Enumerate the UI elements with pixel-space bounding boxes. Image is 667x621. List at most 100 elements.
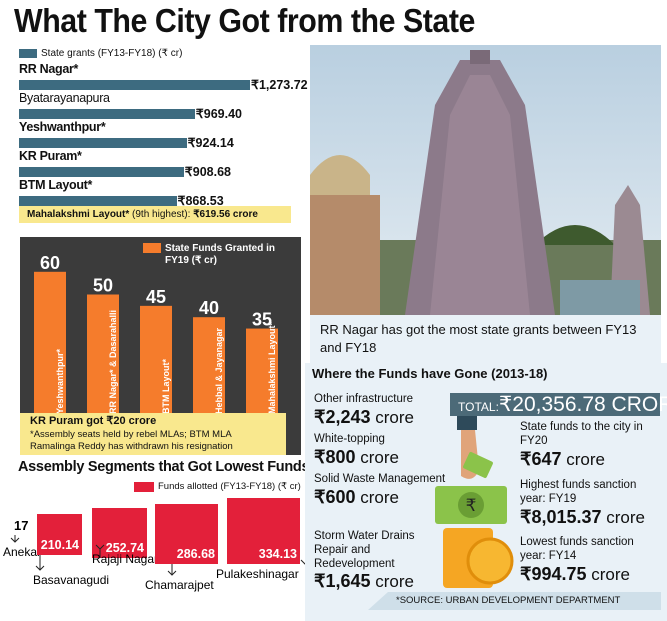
bar [92, 508, 147, 558]
bar [19, 80, 250, 90]
arrow-icon [10, 535, 20, 543]
bar [37, 514, 82, 555]
bar-value: ₹1,273.72 [251, 78, 308, 92]
total-label: TOTAL: [458, 400, 499, 414]
chart3-title: Assembly Segments that Got Lowest Funds [18, 459, 310, 475]
note-headline: KR Puram got ₹20 crore [30, 415, 157, 427]
fund-label: Lowest funds sanction year: FY14 [520, 536, 634, 562]
note-bold: Mahalakshmi Layout* [27, 209, 130, 220]
bar-label: Mahalakshmi Layout* [267, 321, 277, 414]
bar-value: 17 [14, 518, 28, 533]
footnote: *Assembly seats held by rebel MLAs; BTM … [30, 428, 233, 452]
fund-item: Highest funds sanction year: FY19 ₹8,015.… [520, 479, 655, 528]
bar [19, 167, 184, 177]
arrow-icon [35, 555, 45, 571]
bar-value: 60 [40, 253, 60, 273]
chart2-fy19: 60 Yeshwanthpur* 50 RR Nagar* & Dasarahalli… [34, 253, 278, 418]
chart2-note: KR Puram got ₹20 crore *Assembly seats he… [20, 413, 286, 455]
fund-label: Solid Waste Management [314, 473, 446, 485]
legend-swatch [19, 49, 37, 58]
total-value: ₹20,356.78 CRORE [498, 393, 667, 416]
bar [227, 498, 300, 564]
legend-label: Funds allotted (FY13-FY18) (₹ cr) [158, 481, 301, 492]
legend-label: State Funds Granted in FY19 (₹ cr) [165, 243, 276, 266]
chart2-legend: State Funds Granted in FY19 (₹ cr) [143, 243, 280, 267]
arrow-icon [95, 544, 105, 558]
bar-label: RR Nagar* [19, 62, 79, 76]
bar [87, 294, 119, 418]
fund-item: State funds to the city in FY20 ₹647 cror… [520, 421, 655, 470]
fund-unit: crore [360, 447, 399, 467]
bar-label: Yeshwanthpur* [55, 348, 65, 414]
funds-title: Where the Funds have Gone (2013-18) [312, 366, 548, 381]
fund-item: Lowest funds sanction year: FY14 ₹994.75 … [520, 536, 655, 585]
bar-label: Rajaji Nagar [92, 552, 158, 566]
bar-value: ₹969.40 [195, 107, 242, 121]
note-text: (9th highest): [129, 209, 194, 220]
bar-value: 210.14 [41, 538, 79, 552]
fund-unit: crore [360, 487, 399, 507]
bar [19, 196, 177, 206]
fund-value: ₹8,015.37 [520, 506, 602, 527]
bar [140, 305, 172, 418]
source-note: *SOURCE: URBAN DEVELOPMENT DEPARTMENT [368, 592, 661, 610]
fund-label: Highest funds sanction year: FY19 [520, 479, 637, 505]
fund-amount: ₹1,645 crore [314, 571, 449, 593]
fund-item: Solid Waste Management ₹600 crore [314, 473, 449, 508]
fund-unit: crore [566, 449, 605, 469]
fund-value: ₹1,645 [314, 571, 371, 592]
temple-photo [310, 45, 661, 315]
fund-value: ₹647 [520, 448, 562, 469]
bar-value: ₹924.14 [187, 136, 234, 150]
fund-item: White-topping ₹800 crore [314, 433, 449, 468]
chart1-note: Mahalakshmi Layout* (9th highest): ₹619.… [19, 206, 291, 223]
fund-amount: ₹800 crore [314, 447, 449, 469]
total-banner: TOTAL:₹20,356.78 CRORE [450, 393, 667, 416]
fund-amount: ₹647 crore [520, 449, 655, 471]
page-title: What The City Got from the State [14, 2, 475, 39]
fund-label: Other infrastructure [314, 393, 414, 405]
photo-caption: RR Nagar has got the most state grants b… [310, 315, 661, 363]
bar-label: Pulakeshinagar [216, 567, 299, 581]
fund-unit: crore [606, 507, 645, 527]
bar-value: 40 [199, 298, 219, 318]
chart1-legend: State grants (FY13-FY18) (₹ cr) [19, 48, 183, 59]
fund-amount: ₹600 crore [314, 487, 449, 509]
bar [34, 271, 66, 418]
bar-label: Byatarayanapura [19, 91, 110, 105]
fund-value: ₹994.75 [520, 563, 587, 584]
bar-value: 45 [146, 287, 166, 307]
fund-amount: ₹994.75 crore [520, 564, 655, 586]
bar [193, 317, 225, 418]
fund-value: ₹600 [314, 486, 356, 507]
bar-label: Chamarajpet [145, 578, 214, 592]
bar-value: 252.74 [106, 541, 144, 555]
note-value: ₹619.56 crore [193, 209, 258, 220]
bar-value: 286.68 [177, 547, 215, 561]
legend-swatch [143, 243, 161, 253]
bar [246, 328, 278, 418]
bar-label: BTM Layout* [19, 178, 93, 192]
chart3-legend: Funds allotted (FY13-FY18) (₹ cr) [134, 481, 301, 492]
fund-item: Other infrastructure ₹2,243 crore [314, 393, 449, 428]
bar [19, 138, 187, 148]
fund-label: Storm Water Drains Repair and Redevelopm… [314, 530, 415, 570]
fund-amount: ₹8,015.37 crore [520, 507, 655, 529]
bar-value: ₹908.68 [184, 165, 231, 179]
fund-unit: crore [375, 407, 414, 427]
fund-unit: crore [591, 564, 630, 584]
fund-label: White-topping [314, 433, 385, 445]
fund-unit: crore [375, 572, 414, 592]
legend-label: State grants (FY13-FY18) (₹ cr) [41, 48, 183, 59]
bar-label: KR Puram* [19, 149, 82, 163]
fund-label: State funds to the city in FY20 [520, 421, 643, 447]
bar-value: ₹868.53 [177, 194, 224, 208]
bar-value: 50 [93, 276, 113, 296]
bar [19, 109, 195, 119]
fund-amount: ₹2,243 crore [314, 407, 449, 429]
bar-label: Hebbal & Jayanagar [214, 327, 224, 414]
svg-text:₹: ₹ [466, 496, 477, 515]
bar-label: RR Nagar* & Dasarahalli [108, 310, 118, 414]
fund-value: ₹800 [314, 446, 356, 467]
